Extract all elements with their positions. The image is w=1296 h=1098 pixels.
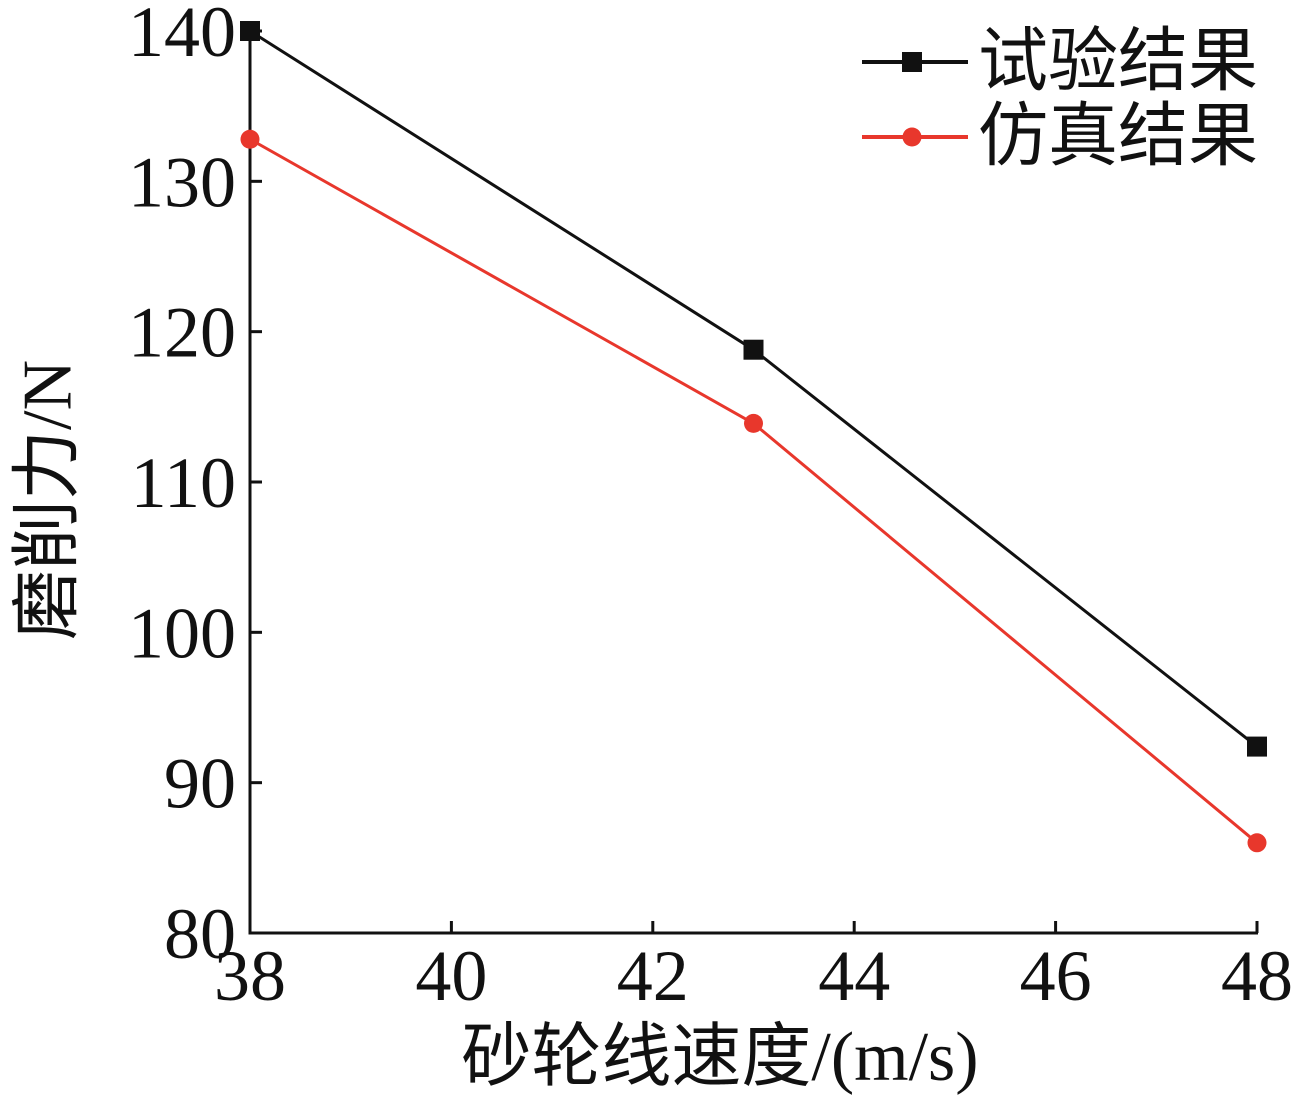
series-2-circle-marker [240,129,260,149]
x-tick-label: 40 [415,936,487,1016]
series-2-circle-marker [1247,833,1267,853]
y-tick-label: 100 [128,593,236,673]
legend-label: 仿真结果 [978,99,1258,176]
y-tick-label: 90 [164,744,236,824]
y-tick-label: 120 [128,293,236,373]
series-1-square-marker [743,339,764,360]
x-tick-label: 42 [617,936,689,1016]
series-2-circle-marker [744,413,763,433]
x-tick-label: 38 [214,936,286,1016]
x-tick-label: 44 [818,936,890,1016]
legend-label: 试验结果 [978,24,1258,101]
y-tick-label: 130 [128,142,236,222]
legend-item-2: 仿真结果 [862,99,1258,176]
axis-ticks [248,29,1259,935]
y-tick-label: 80 [164,894,236,974]
x-tick-label: 48 [1221,936,1293,1016]
plot-series [240,21,1267,853]
legend: 试验结果 仿真结果 [862,24,1258,176]
y-axis-title: 磨削力/N [10,360,87,640]
y-tick-label: 110 [131,443,236,523]
series-1-square-marker [1247,736,1267,757]
series-line-2 [249,137,1258,844]
tick-labels: 80 90 100 110 120 130 140 38 40 42 44 46 48 [128,0,1293,1016]
series-1-square-marker [240,21,260,41]
legend-item-1: 试验结果 [862,24,1258,101]
y-tick-label: 140 [128,0,236,72]
x-tick-label: 46 [1020,936,1092,1016]
x-axis-title: 砂轮线速度/(m/s) [461,1019,978,1096]
legend-square-marker [902,52,922,72]
legend-circle-marker [902,127,922,147]
